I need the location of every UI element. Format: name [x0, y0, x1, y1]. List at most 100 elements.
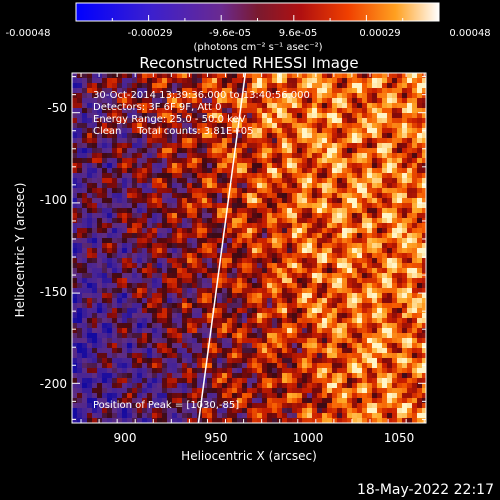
heatmap-cell — [317, 143, 323, 149]
heatmap-cell — [247, 253, 253, 259]
heatmap-cell — [112, 113, 118, 119]
heatmap-cell — [287, 248, 293, 254]
heatmap-cell — [72, 163, 78, 169]
heatmap-cell — [117, 203, 123, 209]
heatmap-cell — [392, 83, 398, 89]
heatmap-cell — [147, 193, 153, 199]
heatmap-cell — [257, 283, 263, 289]
heatmap-cell — [377, 128, 383, 134]
heatmap-cell — [232, 108, 238, 114]
heatmap-cell — [342, 183, 348, 189]
heatmap-cell — [287, 288, 293, 294]
heatmap-cell — [77, 208, 83, 214]
heatmap-cell — [387, 88, 393, 94]
heatmap-cell — [417, 283, 423, 289]
heatmap-cell — [237, 103, 243, 109]
heatmap-cell — [262, 93, 268, 99]
heatmap-cell — [347, 233, 353, 239]
heatmap-cell — [92, 388, 98, 394]
heatmap-cell — [222, 248, 228, 254]
heatmap-cell — [352, 288, 358, 294]
heatmap-cell — [347, 363, 353, 369]
heatmap-cell — [257, 158, 263, 164]
heatmap-cell — [382, 348, 388, 354]
heatmap-cell — [172, 163, 178, 169]
heatmap-cell — [377, 358, 383, 364]
heatmap-cell — [307, 138, 313, 144]
heatmap-cell — [317, 138, 323, 144]
heatmap-cell — [312, 213, 318, 219]
heatmap-cell — [242, 198, 248, 204]
heatmap-cell — [207, 403, 213, 409]
heatmap-cell — [82, 373, 88, 379]
heatmap-cell — [122, 88, 128, 94]
heatmap-cell — [187, 148, 193, 154]
heatmap-cell — [292, 153, 298, 159]
heatmap-cell — [167, 233, 173, 239]
heatmap-cell — [362, 173, 368, 179]
heatmap-cell — [357, 373, 363, 379]
heatmap-cell — [347, 228, 353, 234]
heatmap-cell — [242, 258, 248, 264]
heatmap-cell — [202, 173, 208, 179]
heatmap-cell — [212, 323, 218, 329]
heatmap-cell — [322, 123, 328, 129]
heatmap-cell — [327, 108, 333, 114]
heatmap-cell — [147, 298, 153, 304]
heatmap-cell — [107, 323, 113, 329]
heatmap-cell — [217, 403, 223, 409]
heatmap-cell — [257, 358, 263, 364]
heatmap-cell — [92, 113, 98, 119]
heatmap-cell — [162, 118, 168, 124]
heatmap-cell — [282, 233, 288, 239]
heatmap-cell — [167, 393, 173, 399]
heatmap-cell — [307, 358, 313, 364]
heatmap-cell — [412, 268, 418, 274]
heatmap-cell — [307, 328, 313, 334]
heatmap-cell — [382, 163, 388, 169]
heatmap-cell — [97, 343, 103, 349]
heatmap-cell — [72, 243, 78, 249]
heatmap-cell — [97, 418, 103, 423]
heatmap-cell — [197, 158, 203, 164]
heatmap-cell — [172, 103, 178, 109]
heatmap-cell — [397, 258, 403, 264]
heatmap-cell — [87, 233, 93, 239]
heatmap-cell — [422, 338, 426, 344]
heatmap-cell — [237, 398, 243, 404]
heatmap-cell — [352, 238, 358, 244]
heatmap-cell — [137, 78, 143, 84]
heatmap-cell — [367, 243, 373, 249]
heatmap-cell — [422, 208, 426, 214]
heatmap-cell — [132, 363, 138, 369]
heatmap-cell — [352, 243, 358, 249]
heatmap-cell — [172, 363, 178, 369]
heatmap-cell — [137, 108, 143, 114]
heatmap-cell — [312, 408, 318, 414]
heatmap-cell — [362, 373, 368, 379]
heatmap-cell — [162, 418, 168, 423]
heatmap-cell — [152, 83, 158, 89]
heatmap-cell — [407, 393, 413, 399]
heatmap-cell — [92, 133, 98, 139]
heatmap-cell — [192, 168, 198, 174]
heatmap-cell — [372, 173, 378, 179]
heatmap-cell — [337, 163, 343, 169]
heatmap-cell — [232, 263, 238, 269]
heatmap-cell — [187, 188, 193, 194]
heatmap-cell — [192, 233, 198, 239]
heatmap-cell — [162, 353, 168, 359]
heatmap-cell — [147, 143, 153, 149]
heatmap-cell — [287, 178, 293, 184]
heatmap-cell — [247, 233, 253, 239]
heatmap-cell — [347, 408, 353, 414]
heatmap-cell — [247, 168, 253, 174]
solar-limb-line — [197, 73, 247, 423]
heatmap-cell — [132, 318, 138, 324]
heatmap-cell — [107, 303, 113, 309]
heatmap-cell — [362, 118, 368, 124]
heatmap-cell — [392, 268, 398, 274]
heatmap-cell — [267, 93, 273, 99]
heatmap-cell — [227, 98, 233, 104]
heatmap-cell — [422, 408, 426, 414]
